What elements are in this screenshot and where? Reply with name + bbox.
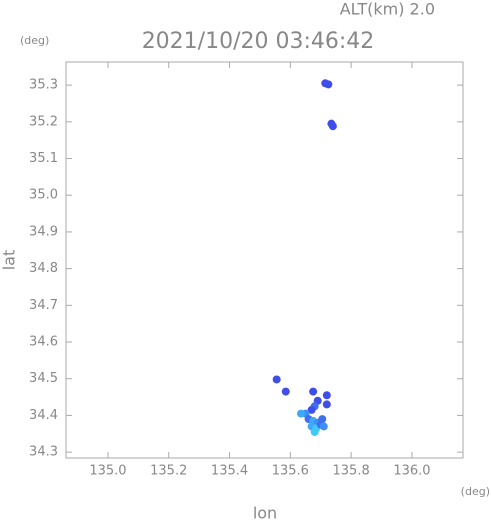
y-tick-label: 34.3	[29, 445, 58, 460]
x-unit: (deg)	[461, 485, 490, 498]
altitude-label: ALT(km) 2.0	[340, 0, 435, 19]
echo-point	[296, 409, 305, 418]
x-tick-label: 136.0	[393, 464, 430, 479]
y-tick-label: 34.8	[29, 261, 58, 276]
echo-point	[324, 80, 333, 89]
x-tick-label: 135.2	[150, 464, 187, 479]
echo-point	[281, 387, 290, 396]
echo-point	[322, 391, 331, 400]
x-tick-label: 135.0	[89, 464, 126, 479]
x-axis-label: lon	[253, 504, 277, 521]
y-tick-label: 34.5	[29, 371, 58, 386]
y-tick-label: 34.9	[29, 224, 58, 239]
y-unit: (deg)	[20, 34, 49, 47]
y-tick-label: 35.3	[29, 78, 58, 93]
echo-point	[328, 122, 337, 131]
echo-point	[309, 387, 318, 396]
y-tick-label: 35.2	[29, 114, 58, 129]
x-tick-label: 135.4	[211, 464, 248, 479]
y-tick-label: 35.1	[29, 151, 58, 166]
y-axis-label: lat	[0, 250, 19, 271]
y-tick-label: 35.0	[29, 188, 58, 203]
y-tick-label: 34.7	[29, 298, 58, 313]
echo-point	[310, 427, 319, 436]
chart-title: 2021/10/20 03:46:42	[142, 29, 375, 54]
echo-point	[272, 375, 281, 384]
plot-frame	[65, 61, 464, 459]
y-tick-label: 34.6	[29, 335, 58, 350]
x-tick-label: 135.6	[272, 464, 309, 479]
echo-point	[322, 400, 331, 409]
echo-point	[319, 422, 328, 431]
x-tick-label: 135.8	[333, 464, 370, 479]
y-tick-label: 34.4	[29, 408, 58, 423]
echo-point	[307, 405, 316, 414]
